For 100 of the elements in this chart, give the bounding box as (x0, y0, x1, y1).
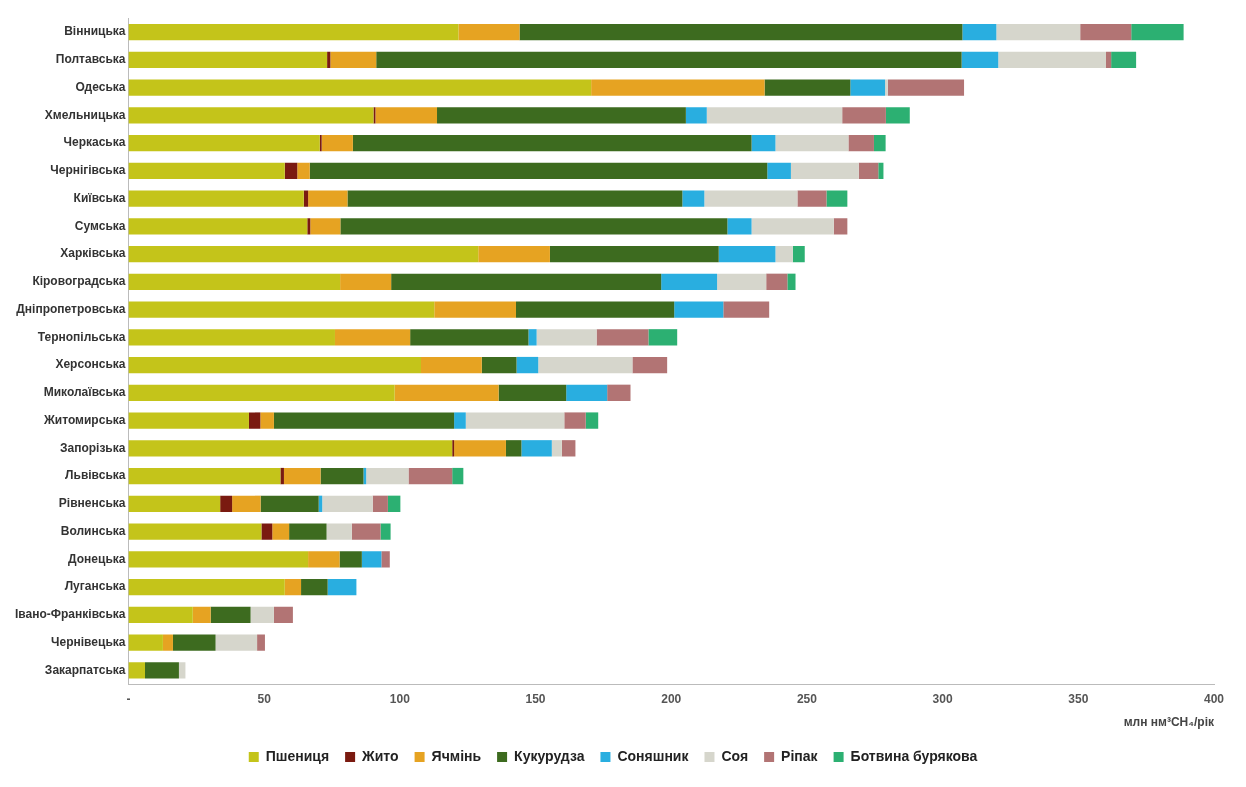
bar (787, 273, 796, 290)
bar (682, 190, 705, 207)
bar (478, 245, 550, 263)
bar (128, 134, 320, 152)
bar (850, 79, 886, 96)
bar (410, 329, 529, 346)
bar (340, 273, 392, 290)
bar (481, 356, 517, 374)
bar (885, 79, 888, 96)
bar (178, 662, 186, 679)
bar (128, 79, 592, 96)
bar (272, 523, 290, 540)
y-tick-label: Волинська (60, 523, 126, 538)
bar (585, 412, 599, 429)
x-tick-label: 300 (932, 691, 953, 706)
x-tick-label: 250 (796, 691, 818, 706)
x-tick-label: 150 (525, 691, 546, 706)
bar (303, 190, 309, 207)
bar (723, 301, 770, 318)
bar (361, 551, 382, 568)
bar (632, 356, 668, 374)
bar (363, 467, 367, 485)
bar (128, 634, 163, 651)
bar (498, 384, 567, 401)
bar (347, 190, 683, 207)
bar (366, 467, 409, 485)
bar (717, 273, 767, 290)
y-tick-label: Донецька (68, 551, 126, 566)
bar (1080, 23, 1132, 41)
bar (284, 578, 302, 596)
bar (792, 245, 805, 263)
bar (376, 51, 962, 68)
bar (519, 23, 963, 41)
bar (375, 107, 438, 124)
bar (998, 51, 1106, 68)
bar (718, 245, 776, 263)
bar (289, 523, 327, 540)
y-tick-label: Житомирська (43, 412, 126, 427)
bar (521, 440, 552, 457)
y-tick-label: Черкаська (63, 135, 126, 150)
bar (248, 412, 261, 429)
bar (301, 578, 328, 596)
bar (648, 329, 678, 346)
bar (128, 23, 459, 41)
bar (885, 107, 910, 124)
bar (505, 440, 522, 457)
y-tick-label: Закарпатська (44, 662, 126, 677)
y-tick-label: Харківська (60, 246, 126, 261)
bar (321, 134, 353, 152)
y-tick-label: Запорізька (59, 440, 126, 455)
bar (380, 523, 391, 540)
bar (538, 356, 633, 374)
bar (128, 578, 285, 596)
bar (372, 495, 388, 512)
bar (128, 606, 193, 623)
bar (596, 329, 649, 346)
bar (128, 467, 281, 485)
bar (260, 412, 274, 429)
bar (561, 440, 576, 457)
bar (310, 218, 341, 235)
bar (1105, 51, 1112, 68)
y-tick-label: Хмельницька (44, 107, 126, 122)
bar (307, 218, 311, 235)
legend-label: Кукурудза (514, 747, 585, 764)
bar (858, 162, 879, 179)
legend-label: Соняшник (617, 747, 690, 764)
y-tick-label: Івано-Франківська (14, 607, 126, 622)
bar (128, 107, 374, 124)
bar (339, 551, 362, 568)
bar (751, 218, 834, 235)
bar (873, 134, 886, 152)
bar (128, 356, 421, 374)
bar (421, 356, 482, 374)
legend-label: Ботвина бурякова (850, 747, 978, 764)
bar (326, 523, 352, 540)
x-tick-label: 400 (1203, 691, 1225, 706)
bar (128, 495, 221, 512)
bar (128, 384, 395, 401)
y-tick-label: Чернігівська (50, 163, 126, 178)
legend-label: Ріпак (781, 747, 819, 764)
y-tick-label: Львівська (65, 468, 126, 483)
bar (775, 134, 849, 152)
y-tick-label: Київська (73, 190, 126, 205)
bar (842, 107, 886, 124)
bar (145, 662, 179, 679)
bar (128, 412, 249, 429)
bar (128, 162, 285, 179)
bar (674, 301, 724, 318)
y-tick-label: Кіровоградська (32, 274, 126, 289)
bar (192, 606, 211, 623)
bar (352, 134, 752, 152)
y-tick-label: Чернівецька (51, 634, 126, 649)
bar (516, 356, 539, 374)
bar (128, 190, 304, 207)
bar (566, 384, 608, 401)
y-tick-label: Тернопільська (37, 329, 126, 344)
bar (607, 384, 631, 401)
x-tick-label: 50 (257, 691, 272, 706)
legend-label: Ячмінь (431, 747, 482, 764)
bar (528, 329, 537, 346)
